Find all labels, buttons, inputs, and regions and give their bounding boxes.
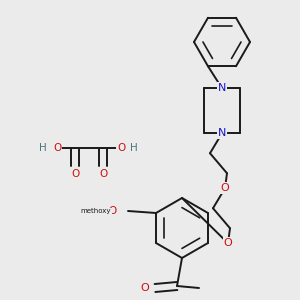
Text: N: N [218,83,226,93]
Text: O: O [53,143,61,153]
Text: O: O [108,206,116,216]
Text: O: O [141,283,149,293]
Text: O: O [71,169,79,179]
Text: O: O [117,143,125,153]
Text: H: H [130,143,138,153]
Text: O: O [224,238,232,248]
Text: O: O [220,183,230,193]
Text: N: N [218,128,226,138]
Text: methoxy: methoxy [81,208,111,214]
Text: H: H [39,143,47,153]
Text: O: O [99,169,107,179]
